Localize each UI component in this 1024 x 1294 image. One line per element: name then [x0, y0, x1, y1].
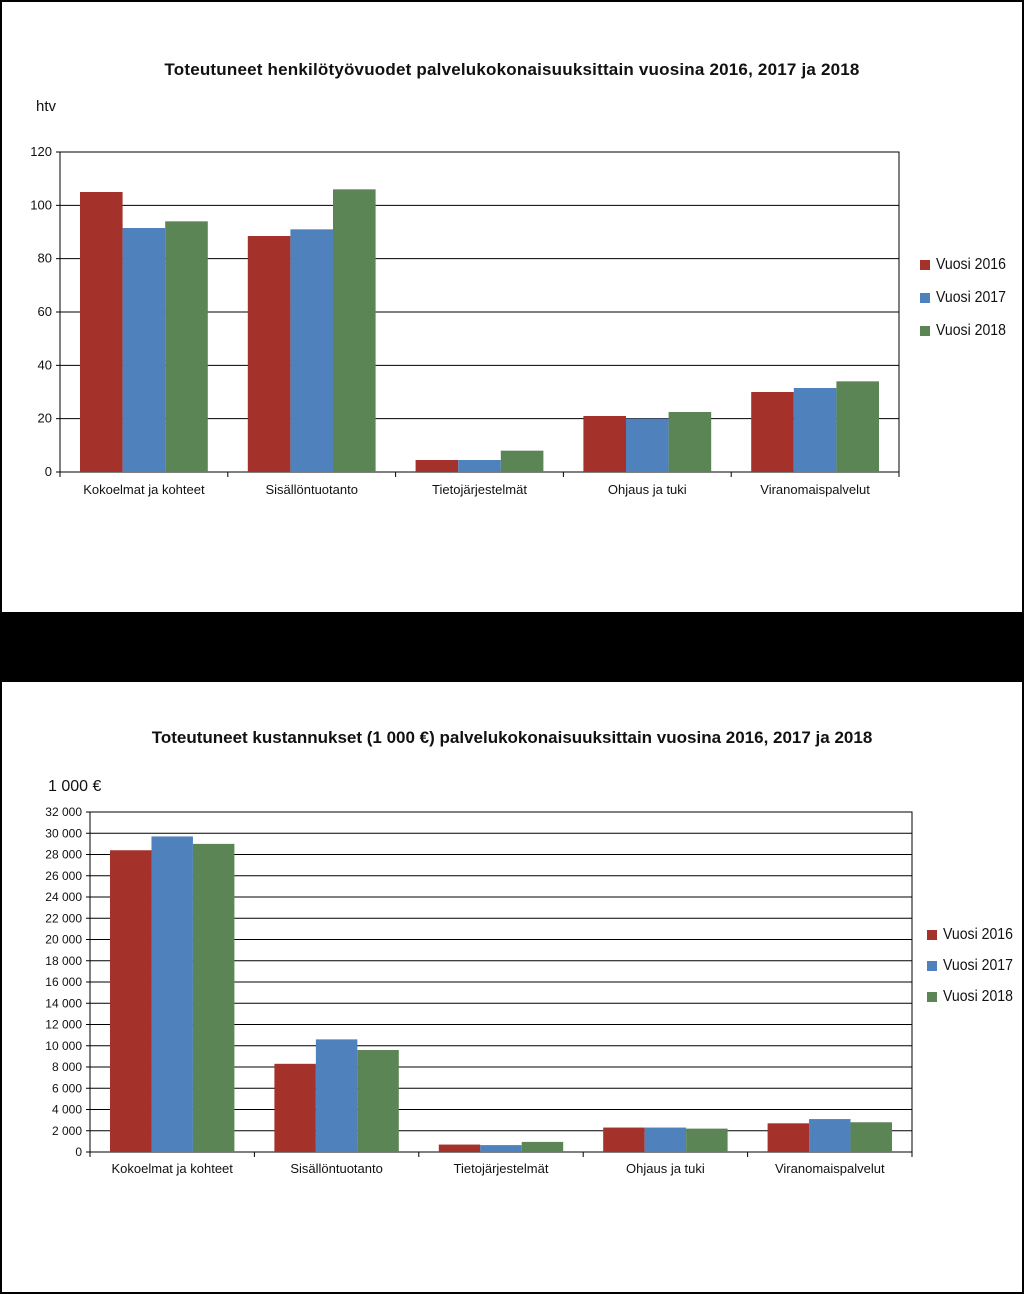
legend-item: Vuosi 2018 [920, 314, 1015, 347]
y-unit-label: htv [36, 98, 57, 115]
y-tick-label: 40 [38, 357, 52, 372]
bar [333, 189, 376, 473]
chart-legend: Vuosi 2016 Vuosi 2017 Vuosi 2018 [927, 919, 1022, 1012]
bar [521, 1141, 564, 1152]
legend-label: Vuosi 2018 [943, 987, 1013, 1005]
bar [603, 1127, 645, 1152]
chart-title: Toteutuneet kustannukset (1 000 €) palve… [151, 728, 873, 747]
bar-chart-htv: 0 20 40 60 80 100 120 Kokoelmat ja kohteet Sisäl… [30, 144, 900, 497]
legend-item: Vuosi 2017 [920, 281, 1015, 314]
x-tick-label: Ohjaus ja tuki [608, 482, 687, 497]
x-tick-label: Tietojärjestelmät [432, 482, 527, 497]
chart-panel-costs: Toteutuneet kustannukset (1 000 €) palve… [2, 682, 1022, 1292]
legend-label: Vuosi 2017 [943, 956, 1013, 974]
bar [274, 1063, 316, 1152]
bar [165, 221, 208, 472]
y-tick-label: 6 000 [52, 1081, 82, 1095]
x-tick-label: Sisällöntuotanto [265, 482, 358, 497]
legend-swatch [920, 292, 930, 303]
y-tick-label: 26 000 [45, 869, 82, 883]
bar [500, 450, 544, 472]
bar [122, 228, 166, 472]
x-tick-label: Tietojärjestelmät [454, 1161, 549, 1176]
bar [480, 1145, 522, 1152]
y-tick-label: 0 [75, 1145, 82, 1159]
y-tick-label: 28 000 [45, 848, 82, 862]
y-tick-label: 32 000 [45, 805, 82, 819]
y-tick-label: 2 000 [52, 1124, 82, 1138]
bar [583, 416, 626, 472]
legend-swatch [927, 991, 937, 1002]
y-tick-label: 12 000 [45, 1018, 82, 1032]
bar [850, 1122, 892, 1152]
legend-swatch [927, 929, 937, 940]
bar [315, 1039, 358, 1152]
bar [357, 1050, 399, 1152]
bar [290, 229, 333, 472]
bar [644, 1127, 687, 1152]
y-tick-label: 8 000 [52, 1060, 82, 1074]
bar [458, 460, 501, 472]
bar [668, 412, 712, 472]
bar [809, 1119, 851, 1152]
legend-item: Vuosi 2017 [927, 950, 1022, 981]
bar [686, 1128, 728, 1152]
legend-label: Vuosi 2016 [936, 255, 1006, 273]
y-tick-label: 100 [30, 197, 52, 212]
bar [80, 192, 123, 472]
chart-legend: Vuosi 2016 Vuosi 2017 Vuosi 2018 [920, 248, 1015, 347]
legend-label: Vuosi 2018 [936, 321, 1006, 339]
y-tick-label: 0 [45, 464, 52, 479]
y-tick-label: 120 [30, 144, 52, 159]
legend-swatch [927, 960, 937, 971]
chart-title: Toteutuneet henkilötyövuodet palvelukoko… [164, 60, 860, 79]
bar [751, 392, 794, 472]
bar [767, 1123, 810, 1152]
bar [793, 388, 837, 472]
legend-item: Vuosi 2018 [927, 981, 1022, 1012]
chart-panel-htv: Toteutuneet henkilötyövuodet palvelukoko… [2, 2, 1022, 612]
y-tick-label: 10 000 [45, 1039, 82, 1053]
legend-item: Vuosi 2016 [920, 248, 1015, 281]
bar [192, 843, 235, 1152]
y-tick-label: 24 000 [45, 890, 82, 904]
x-tick-label: Kokoelmat ja kohteet [111, 1161, 233, 1176]
x-tick-label: Sisällöntuotanto [290, 1161, 383, 1176]
x-tick-label: Kokoelmat ja kohteet [83, 482, 205, 497]
bar [836, 381, 879, 472]
legend-swatch [920, 259, 930, 270]
bar [415, 460, 459, 472]
bar [438, 1144, 481, 1152]
y-tick-label: 20 [38, 411, 52, 426]
bar [110, 850, 152, 1152]
y-tick-label: 14 000 [45, 996, 82, 1010]
bar [247, 236, 291, 472]
y-tick-label: 18 000 [45, 954, 82, 968]
legend-label: Vuosi 2016 [943, 925, 1013, 943]
legend-label: Vuosi 2017 [936, 288, 1006, 306]
y-tick-label: 22 000 [45, 911, 82, 925]
bar [626, 418, 669, 472]
bar-chart-costs: 0 2 000 4 000 6 000 8 000 10 000 12 000 14 000 1… [45, 805, 913, 1176]
x-tick-label: Viranomaispalvelut [760, 482, 870, 497]
y-tick-label: 4 000 [52, 1103, 82, 1117]
y-tick-label: 20 000 [45, 933, 82, 947]
legend-item: Vuosi 2016 [927, 919, 1022, 950]
y-tick-label: 30 000 [45, 826, 82, 840]
y-tick-label: 16 000 [45, 975, 82, 989]
legend-swatch [920, 325, 930, 336]
x-tick-label: Ohjaus ja tuki [626, 1161, 705, 1176]
bar [151, 836, 193, 1152]
y-tick-label: 80 [38, 251, 52, 266]
y-tick-label: 60 [38, 304, 52, 319]
x-tick-label: Viranomaispalvelut [775, 1161, 885, 1176]
y-unit-label: 1 000 € [48, 778, 102, 795]
